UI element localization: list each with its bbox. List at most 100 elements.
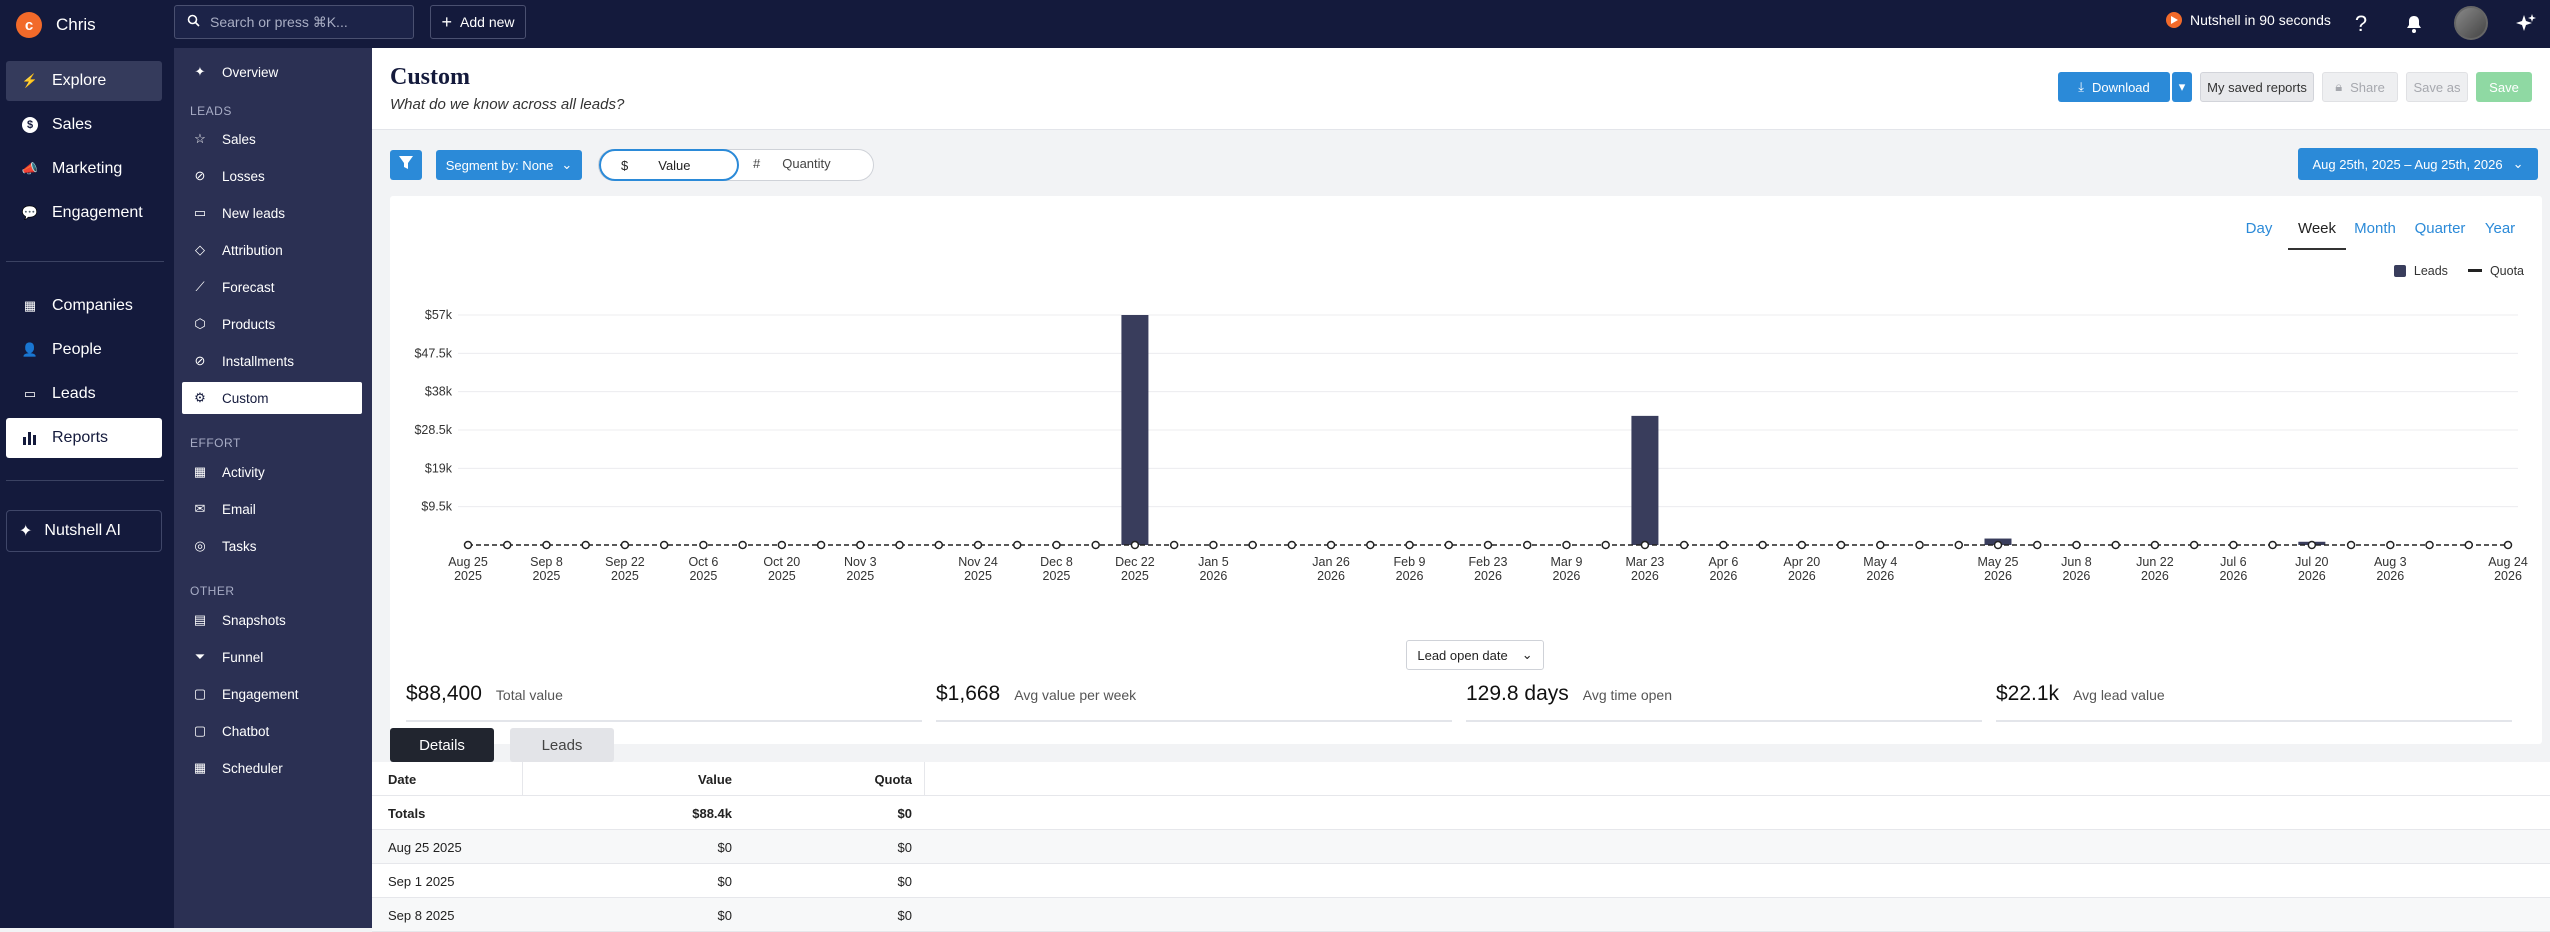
search-placeholder: Search or press ⌘K... <box>210 13 348 30</box>
my-saved-reports-button[interactable]: My saved reports <box>2200 72 2314 102</box>
quota-point <box>2111 540 2120 550</box>
sparkle-icon[interactable] <box>2510 8 2542 40</box>
stat-total-value: $88,400 Total value <box>406 682 922 722</box>
subnav-attribution[interactable]: ◇ Attribution <box>182 234 362 266</box>
notifications-icon[interactable] <box>2398 8 2430 40</box>
x-tick-label: 2025 <box>1121 569 1149 583</box>
subnav-losses[interactable]: ⊘ Losses <box>182 160 362 192</box>
download-dropdown-button[interactable]: ▾ <box>2172 72 2192 102</box>
bar-chart-icon <box>22 430 38 446</box>
quantity-option[interactable]: # Quantity <box>753 156 831 171</box>
subnav-snapshots[interactable]: ▤ Snapshots <box>182 604 362 636</box>
table-header-row: Date Value Quota <box>372 762 2550 796</box>
nav-companies[interactable]: ▦ Companies <box>6 286 162 326</box>
x-tick-label: 2026 <box>1474 569 1502 583</box>
quota-point <box>2503 540 2513 550</box>
page-header: Custom What do we know across all leads?… <box>372 48 2550 130</box>
add-new-button[interactable]: + Add new <box>430 5 526 39</box>
box-icon: ⬡ <box>194 316 206 331</box>
value-option[interactable]: $ Value <box>599 149 739 181</box>
date-range-dropdown[interactable]: Aug 25th, 2025 – Aug 25th, 2026 ⌄ <box>2298 148 2538 180</box>
filter-button[interactable] <box>390 150 422 180</box>
nav-people[interactable]: 👤 People <box>6 330 162 370</box>
subnav-label: Tasks <box>222 538 257 554</box>
share-button[interactable]: 🔒︎ Share <box>2322 72 2398 102</box>
nav-engagement[interactable]: 💬 Engagement <box>6 193 162 233</box>
quota-point <box>620 540 630 550</box>
nav-reports[interactable]: Reports <box>6 418 162 458</box>
quota-point <box>2032 540 2042 550</box>
table-row: Sep 8 2025 $0 $0 <box>372 898 2550 932</box>
column-header-date[interactable]: Date <box>388 771 417 787</box>
avatar[interactable] <box>2454 6 2488 40</box>
subnav-activity[interactable]: ▦ Activity <box>182 456 362 488</box>
subnav-custom[interactable]: ⚙ Custom <box>182 382 362 414</box>
download-button[interactable]: ⤓ Download <box>2058 72 2170 102</box>
video-link-label: Nutshell in 90 seconds <box>2190 12 2331 28</box>
table-row: Sep 1 2025 $0 $0 <box>372 864 2550 898</box>
video-link[interactable]: Nutshell in 90 seconds <box>2166 12 2331 28</box>
subnav-engagement[interactable]: ▢ Engagement <box>182 678 362 710</box>
segment-by-dropdown[interactable]: Segment by: None ⌄ <box>436 150 582 180</box>
save-button[interactable]: Save <box>2476 72 2532 102</box>
x-tick-label: 2025 <box>454 569 482 583</box>
dollar-icon: $ <box>621 157 629 173</box>
subnav-new-leads[interactable]: ▭ New leads <box>182 197 362 229</box>
subnav-products[interactable]: ⬡ Products <box>182 308 362 340</box>
quota-point <box>2464 540 2474 550</box>
person-icon: 👤 <box>21 342 39 357</box>
ai-label: Nutshell AI <box>44 522 121 539</box>
nav-sales[interactable]: $ Sales <box>6 105 162 145</box>
subnav-installments[interactable]: ⊘ Installments <box>182 345 362 377</box>
x-tick-label: Jan 5 <box>1198 555 1229 569</box>
page-subtitle: What do we know across all leads? <box>390 96 625 113</box>
period-year[interactable]: Year <box>2484 220 2516 237</box>
ticket-icon: ▭ <box>193 205 207 220</box>
nav-marketing[interactable]: 📣 Marketing <box>6 149 162 189</box>
subnav-forecast[interactable]: ⟋ Forecast <box>182 271 362 303</box>
legend-quota[interactable]: Quota <box>2467 264 2524 278</box>
nav-explore[interactable]: ⚡ Explore <box>6 61 162 101</box>
subnav-tasks[interactable]: ◎ Tasks <box>182 530 362 562</box>
save-as-button[interactable]: Save as <box>2406 72 2468 102</box>
chart-legend: Leads Quota <box>2393 264 2524 278</box>
subnav-label: Overview <box>222 64 279 80</box>
divider <box>522 762 523 796</box>
top-bar: c Chris Search or press ⌘K... + Add new … <box>0 0 2550 48</box>
cell-date: Totals <box>388 805 426 821</box>
nav-leads[interactable]: ▭ Leads <box>6 374 162 414</box>
column-header-value[interactable]: Value <box>698 771 732 787</box>
legend-leads[interactable]: Leads <box>2393 264 2448 278</box>
subnav-scheduler[interactable]: ▦ Scheduler <box>182 752 362 784</box>
subnav-funnel[interactable]: ⏷ Funnel <box>182 641 362 673</box>
subnav-sales[interactable]: ☆ Sales <box>182 123 362 155</box>
nutshell-ai-button[interactable]: ✦ Nutshell AI <box>6 510 162 552</box>
subnav-label: Forecast <box>222 279 275 295</box>
quota-point <box>1444 540 1454 550</box>
subnav-chatbot[interactable]: ▢ Chatbot <box>182 715 362 747</box>
help-icon[interactable]: ? <box>2354 11 2368 36</box>
y-tick-label: $47.5k <box>414 346 452 360</box>
period-quarter[interactable]: Quarter <box>2414 220 2466 237</box>
quota-point <box>1366 540 1375 550</box>
legend-line <box>2467 269 2482 272</box>
x-axis-dropdown[interactable]: Lead open date ⌄ <box>1406 640 1544 670</box>
subnav-label: Sales <box>222 131 256 147</box>
x-tick-label: Feb 9 <box>1394 555 1426 569</box>
column-header-quota[interactable]: Quota <box>874 771 912 787</box>
subnav-overview[interactable]: ✦ Overview <box>182 56 362 88</box>
period-day[interactable]: Day <box>2245 220 2273 237</box>
period-week[interactable]: Week <box>2288 220 2346 250</box>
period-month[interactable]: Month <box>2354 220 2396 237</box>
search-input[interactable]: Search or press ⌘K... <box>174 5 414 39</box>
chevron-down-icon: ⌄ <box>2512 156 2524 171</box>
subnav-email[interactable]: ✉ Email <box>182 493 362 525</box>
subnav-label: Email <box>222 501 256 517</box>
add-new-label: Add new <box>460 14 515 30</box>
tab-details[interactable]: Details <box>390 728 494 762</box>
lock-icon: 🔒︎ <box>2335 79 2343 94</box>
date-range-label: Aug 25th, 2025 – Aug 25th, 2026 <box>2312 156 2503 172</box>
user-menu[interactable]: c Chris <box>16 12 96 38</box>
stat-value: 129.8 days <box>1466 682 1569 705</box>
tab-leads[interactable]: Leads <box>510 728 614 762</box>
